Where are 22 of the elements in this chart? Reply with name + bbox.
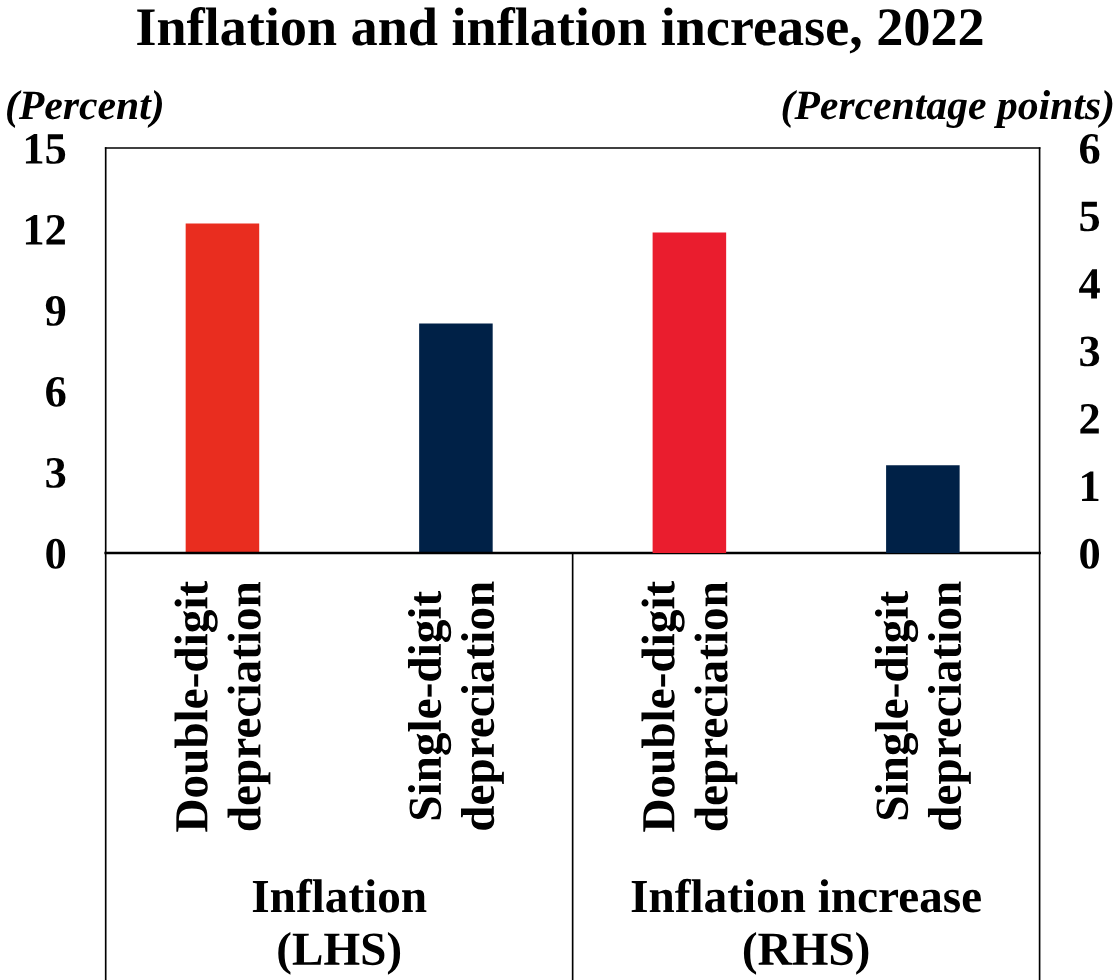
x-tick-label: Single-digit depreciation (874, 581, 971, 830)
y-tick-label: 6 (46, 376, 66, 407)
y-tick-label: 0 (46, 538, 66, 569)
x-tick-label: Double-digit depreciation (641, 580, 738, 832)
x-tick-label: Single-digit depreciation (407, 581, 504, 830)
y2-tick-label: 5 (1080, 201, 1100, 232)
text: Inflation increase (RHS) (631, 878, 981, 975)
y-tick-label: 15 (25, 134, 66, 164)
y-axis-title: (Percent) (7, 90, 162, 128)
y2-axis-title: (Percentage points) (782, 90, 1113, 128)
y2-tick-label: 0 (1080, 538, 1100, 569)
text: Inflation (LHS) (252, 878, 427, 975)
y2-tick-label: 2 (1080, 403, 1099, 434)
chart-title: Inflation and inflation increase, 2022 (137, 6, 983, 54)
y2-tick-label: 4 (1079, 269, 1100, 299)
x-tick-label: Double-digit depreciation (174, 580, 271, 832)
y-tick-label: 12 (25, 214, 65, 245)
y-tick-label: 9 (45, 295, 66, 326)
y2-tick-label: 3 (1080, 336, 1100, 367)
y-tick-label: 3 (46, 457, 66, 488)
y2-tick-label: 1 (1082, 471, 1099, 501)
y2-tick-label: 6 (1080, 133, 1100, 164)
